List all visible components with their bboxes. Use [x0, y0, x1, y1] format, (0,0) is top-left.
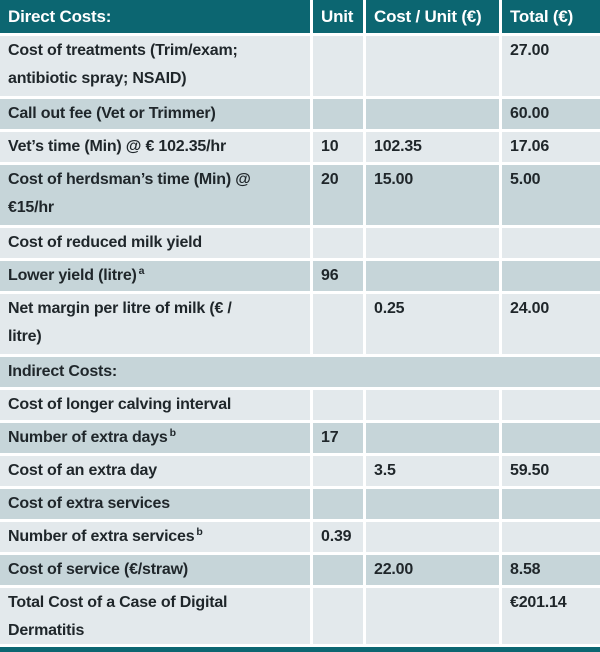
cell-total: 17.06 [502, 132, 600, 162]
cell-unit [313, 36, 363, 96]
cell-unit: 17 [313, 423, 363, 453]
cell-label: Cost of herdsman’s time (Min) @ €15/hr [0, 165, 310, 225]
cell-total: 5.00 [502, 165, 600, 225]
cell-unit [313, 588, 363, 644]
cell-label: Number of extra days b [0, 423, 310, 453]
table-subheader-indirect-costs: Indirect Costs: [0, 357, 600, 387]
cell-total [502, 228, 600, 258]
cell-unit: 20 [313, 165, 363, 225]
cell-unit [313, 294, 363, 354]
table-row-total-cost: Total Cost of a Case of Digital Dermatit… [0, 588, 600, 644]
cell-cost-unit: 22.00 [366, 555, 499, 585]
header-direct-costs: Direct Costs: [0, 0, 310, 33]
footnote-marker-b: b [169, 427, 176, 439]
cell-cost-unit [366, 228, 499, 258]
table-row-cost-extra-services: Cost of extra services [0, 489, 600, 519]
cell-total [502, 522, 600, 552]
cell-total: €201.14 [502, 588, 600, 644]
cell-unit [313, 228, 363, 258]
table-row-net-margin: Net margin per litre of milk (€ / litre)… [0, 294, 600, 354]
cell-unit [313, 555, 363, 585]
cell-total: 8.58 [502, 555, 600, 585]
cell-total: 60.00 [502, 99, 600, 129]
cell-label: Number of extra services b [0, 522, 310, 552]
table-row-number-extra-services: Number of extra services b 0.39 [0, 522, 600, 552]
cell-label: Cost of an extra day [0, 456, 310, 486]
table-row-cost-extra-day: Cost of an extra day 3.5 59.50 [0, 456, 600, 486]
cell-unit [313, 390, 363, 420]
table-row-call-out-fee: Call out fee (Vet or Trimmer) 60.00 [0, 99, 600, 129]
cell-cost-unit [366, 423, 499, 453]
cell-label: Lower yield (litre) a [0, 261, 310, 291]
cell-total [502, 390, 600, 420]
cell-unit: 0.39 [313, 522, 363, 552]
table-row-cost-of-service: Cost of service (€/straw) 22.00 8.58 [0, 555, 600, 585]
cell-total [502, 261, 600, 291]
cell-cost-unit: 3.5 [366, 456, 499, 486]
cell-cost-unit [366, 261, 499, 291]
cell-cost-unit [366, 522, 499, 552]
cell-total: 24.00 [502, 294, 600, 354]
table-row-lower-yield: Lower yield (litre) a 96 [0, 261, 600, 291]
cell-unit [313, 456, 363, 486]
cell-label: Net margin per litre of milk (€ / litre) [0, 294, 310, 354]
cell-cost-unit: 0.25 [366, 294, 499, 354]
cell-label: Cost of service (€/straw) [0, 555, 310, 585]
cell-total: 27.00 [502, 36, 600, 96]
cell-unit [313, 489, 363, 519]
table-row-vets-time: Vet’s time (Min) @ € 102.35/hr 10 102.35… [0, 132, 600, 162]
cell-label: Cost of longer calving interval [0, 390, 310, 420]
cell-label: Total Cost of a Case of Digital Dermatit… [0, 588, 310, 644]
cell-label: Cost of reduced milk yield [0, 228, 310, 258]
cell-cost-unit: 15.00 [366, 165, 499, 225]
cell-total: 59.50 [502, 456, 600, 486]
table-row-extra-days: Number of extra days b 17 [0, 423, 600, 453]
cell-cost-unit [366, 99, 499, 129]
table-row-herdsmans-time: Cost of herdsman’s time (Min) @ €15/hr 2… [0, 165, 600, 225]
footnote-marker-a: a [138, 265, 145, 277]
header-unit: Unit [313, 0, 363, 33]
cell-cost-unit: 102.35 [366, 132, 499, 162]
header-total: Total (€) [502, 0, 600, 33]
cell-total [502, 489, 600, 519]
table-bottom-border [0, 647, 600, 652]
cell-cost-unit [366, 390, 499, 420]
cell-cost-unit [366, 588, 499, 644]
table-row-reduced-milk-yield: Cost of reduced milk yield [0, 228, 600, 258]
table-row-calving-interval: Cost of longer calving interval [0, 390, 600, 420]
cell-label: Call out fee (Vet or Trimmer) [0, 99, 310, 129]
table-header-row: Direct Costs: Unit Cost / Unit (€) Total… [0, 0, 600, 33]
cell-unit: 96 [313, 261, 363, 291]
cell-unit: 10 [313, 132, 363, 162]
footnote-marker-b: b [196, 526, 203, 538]
cell-label: Cost of extra services [0, 489, 310, 519]
cell-cost-unit [366, 36, 499, 96]
cell-label: Cost of treatments (Trim/exam; antibioti… [0, 36, 310, 96]
table-row-cost-of-treatments: Cost of treatments (Trim/exam; antibioti… [0, 36, 600, 96]
cell-label: Vet’s time (Min) @ € 102.35/hr [0, 132, 310, 162]
cell-total [502, 423, 600, 453]
cell-unit [313, 99, 363, 129]
header-cost-per-unit: Cost / Unit (€) [366, 0, 499, 33]
cell-label: Indirect Costs: [0, 357, 600, 387]
cell-cost-unit [366, 489, 499, 519]
